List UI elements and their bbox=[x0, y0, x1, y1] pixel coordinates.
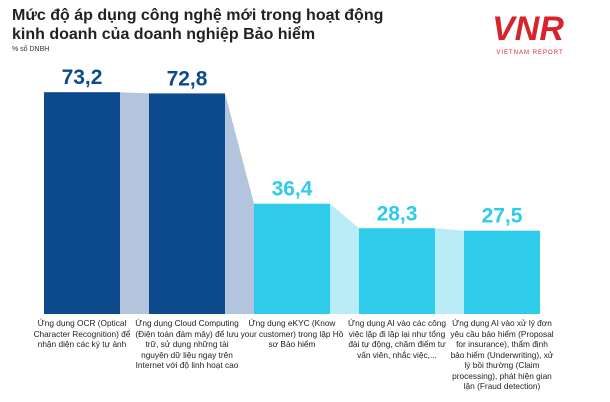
x-tick-label: Ứng dụng AI vào các công việc lặp đi lặp… bbox=[348, 318, 446, 360]
value-label: 73,2 bbox=[62, 66, 103, 89]
connector bbox=[225, 93, 254, 314]
connector bbox=[330, 203, 359, 314]
x-tick-label: Ứng dụng Cloud Computing (Điện toán đám … bbox=[135, 318, 239, 370]
value-label: 28,3 bbox=[377, 202, 418, 225]
chart-subtitle: % số DNBH bbox=[12, 46, 50, 53]
bar bbox=[464, 230, 540, 314]
bar bbox=[359, 228, 435, 314]
value-label: 72,8 bbox=[167, 67, 208, 90]
bar bbox=[254, 203, 330, 314]
value-label: 27,5 bbox=[482, 205, 523, 228]
x-tick-label: Ứng dụng AI vào xử lý đơn yêu cầu bảo hi… bbox=[450, 318, 554, 391]
bar bbox=[44, 92, 120, 314]
bar bbox=[149, 93, 225, 314]
logo: VNR bbox=[492, 10, 564, 48]
connector bbox=[120, 92, 149, 314]
connector bbox=[435, 228, 464, 314]
x-tick-label: Ứng dụng OCR (Optical Character Recognit… bbox=[33, 318, 131, 349]
logo-caption: VIETNAM REPORT bbox=[496, 50, 563, 56]
chart-title: Mức độ áp dụng công nghệ mới trong hoạt … bbox=[12, 7, 384, 43]
value-label: 36,4 bbox=[272, 178, 313, 201]
x-tick-label: Ứng dụng eKYC (Know your customer) trong… bbox=[240, 318, 344, 349]
